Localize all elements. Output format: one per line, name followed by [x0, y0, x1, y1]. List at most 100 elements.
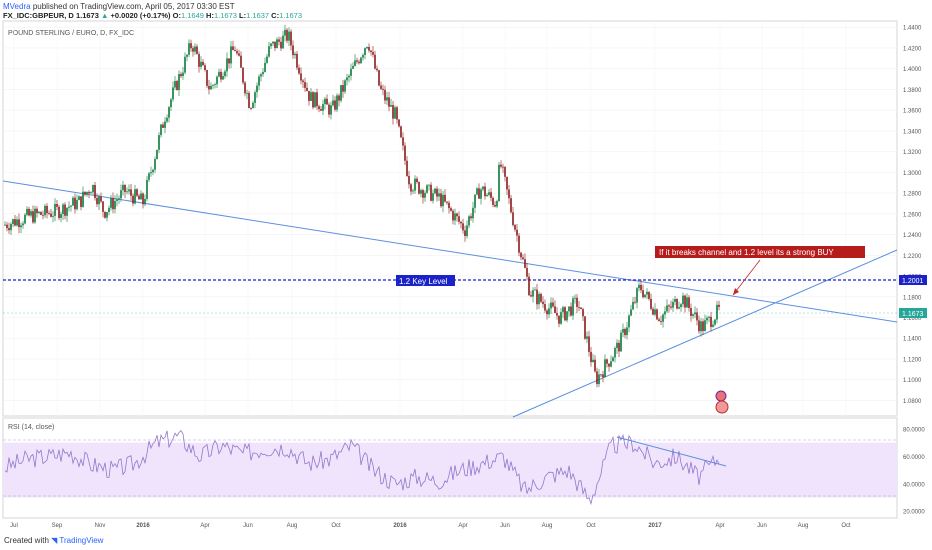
author-link[interactable]: MVedra — [3, 2, 31, 11]
candle — [638, 284, 640, 289]
price-tick: 1.3400 — [903, 129, 922, 135]
price-pane[interactable] — [2, 20, 898, 417]
candle — [76, 199, 78, 210]
candle — [18, 219, 20, 228]
candle — [52, 215, 54, 217]
candle — [226, 58, 228, 72]
rsi-tick: 80.0000 — [903, 427, 925, 433]
price-axis[interactable]: 1.4400 1.4200 1.4000 1.3800 1.3600 1.3400 1.32… — [903, 26, 922, 405]
candle — [142, 193, 144, 205]
event-flag-icon[interactable] — [715, 390, 727, 402]
annotation-box[interactable] — [655, 246, 865, 258]
price-tick: 1.3200 — [903, 150, 922, 156]
time-tick: Oct — [841, 523, 851, 529]
candle — [34, 208, 36, 223]
candle — [608, 363, 610, 367]
publish-text: published on TradingView.com, April 05, … — [32, 2, 235, 11]
candle — [294, 53, 296, 56]
price-tick: 1.2600 — [903, 212, 922, 218]
time-tick: Jun — [243, 523, 253, 529]
candle — [340, 85, 342, 101]
time-tick: Jul — [10, 523, 18, 529]
candle — [458, 216, 460, 222]
event-flag-icon[interactable] — [715, 400, 729, 414]
price-tick: 1.3800 — [903, 88, 922, 94]
price-pane-title: POUND STERLING / EURO, D, FX_IDC — [8, 30, 134, 37]
candle — [12, 219, 14, 224]
candle — [324, 98, 326, 105]
candle — [348, 75, 350, 78]
time-tick: Sep — [52, 523, 63, 529]
candle — [392, 105, 394, 119]
candle — [334, 100, 336, 110]
candle — [150, 172, 152, 174]
candle — [200, 61, 202, 67]
candle — [208, 85, 210, 90]
open-value: 1.1649 — [181, 11, 204, 20]
candle — [4, 224, 6, 226]
candle — [164, 121, 166, 128]
candle — [694, 312, 696, 315]
publish-info: MVedra published on TradingView.com, Apr… — [3, 2, 235, 11]
rsi-axis[interactable]: 80.0000 60.0000 40.0000 20.0000 — [903, 427, 925, 515]
candle — [96, 198, 98, 205]
candle — [140, 193, 142, 200]
candle — [86, 191, 88, 195]
candle — [344, 80, 346, 92]
candle — [628, 315, 630, 328]
candle — [160, 124, 162, 136]
candle — [346, 77, 348, 81]
candle — [206, 70, 208, 86]
footer-brand[interactable]: TradingView — [59, 536, 104, 545]
annotation-arrow — [732, 259, 761, 296]
candle — [650, 298, 652, 309]
candle — [530, 295, 532, 297]
rsi-trendline[interactable] — [616, 436, 727, 467]
candle — [382, 88, 384, 90]
candle — [552, 302, 554, 307]
change-up-icon: ▲ — [100, 11, 109, 20]
candle — [684, 295, 686, 308]
candle — [84, 191, 86, 195]
candle — [156, 149, 158, 160]
price-tick: 1.2800 — [903, 192, 922, 198]
time-tick: 2016 — [393, 523, 407, 529]
candle — [364, 48, 366, 55]
candle — [264, 62, 266, 72]
candle — [642, 290, 644, 298]
channel-lower-trendline[interactable] — [512, 249, 898, 418]
candle — [54, 203, 56, 216]
tradingview-logo-icon[interactable]: ◥ — [51, 536, 58, 545]
candle — [502, 166, 504, 168]
change-value: +0.0020 (+0.17%) — [110, 11, 171, 20]
candle — [308, 90, 310, 101]
candle — [526, 267, 528, 277]
candle — [572, 298, 574, 316]
candle — [478, 188, 480, 199]
price-tick: 1.4400 — [903, 26, 922, 32]
candle — [268, 46, 270, 57]
candle — [358, 61, 360, 64]
time-axis[interactable]: Jul Sep Nov 2016 Apr Jun Aug Oct 2016 Apr Jun Aug Oc… — [10, 523, 851, 529]
candle — [168, 107, 170, 118]
candle — [40, 211, 42, 215]
candle — [252, 102, 254, 109]
time-tick: Apr — [458, 523, 467, 529]
candle — [482, 186, 484, 190]
candle — [242, 67, 244, 83]
time-tick: Apr — [715, 523, 724, 529]
candle — [414, 178, 416, 191]
candle — [130, 189, 132, 196]
candle — [366, 46, 368, 49]
candle — [624, 328, 626, 336]
price-tick: 1.2200 — [903, 254, 922, 260]
channel-upper-trendline[interactable] — [2, 180, 898, 323]
candle — [396, 107, 398, 120]
candle — [332, 100, 334, 106]
candle — [510, 198, 512, 213]
candle — [634, 301, 636, 303]
candle — [446, 201, 448, 203]
candle — [190, 43, 192, 49]
candle — [568, 306, 570, 312]
